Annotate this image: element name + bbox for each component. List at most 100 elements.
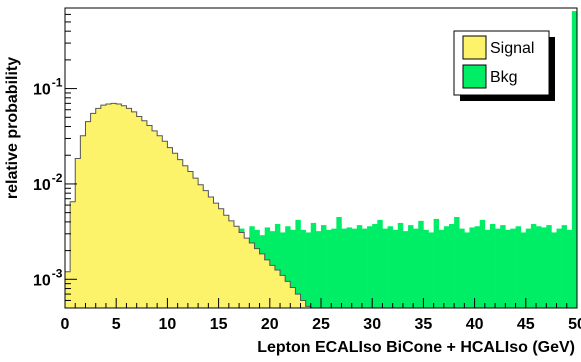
x-axis: 0 5 10 15 20 25 30 35 40 45 50 <box>61 298 581 333</box>
bkg-bin <box>500 225 506 308</box>
signal-bin <box>269 265 276 308</box>
signal-bin <box>167 147 173 308</box>
bkg-bin <box>546 225 552 308</box>
signal-bin <box>116 103 122 308</box>
signal-bin <box>193 178 199 308</box>
signal-bin <box>228 220 235 308</box>
bkg-bin <box>377 219 383 308</box>
signal-bin <box>254 248 260 308</box>
bkg-bin <box>520 232 527 308</box>
signal-bin <box>100 105 107 308</box>
bkg-bin <box>571 11 578 308</box>
legend: Signal Bkg <box>453 30 555 101</box>
bkg-bin <box>361 228 368 308</box>
signal-bin <box>208 196 214 308</box>
bkg-bin <box>356 225 363 308</box>
bkg-bin <box>418 220 424 308</box>
y-tick-exponent: -2 <box>52 171 63 185</box>
bkg-bin <box>541 227 547 308</box>
signal-bin <box>121 105 127 308</box>
bkg-bin <box>387 226 393 308</box>
bkg-bin <box>305 232 312 308</box>
bkg-bin <box>443 226 450 308</box>
bkg-bin <box>464 232 470 308</box>
bkg-bin <box>454 217 460 308</box>
bkg-bin <box>428 232 434 308</box>
bkg-bin <box>295 219 301 308</box>
bkg-bin <box>423 229 429 308</box>
signal-bin <box>300 300 306 308</box>
x-axis-title: Lepton ECALIso BiCone + HCALIso (GeV) <box>257 339 575 356</box>
signal-bin <box>131 111 137 308</box>
bkg-bin <box>438 229 445 308</box>
signal-bin <box>203 190 209 308</box>
signal-bin <box>95 108 102 308</box>
legend-label-bkg: Bkg <box>490 69 518 86</box>
bkg-bin <box>561 225 568 308</box>
bkg-bin <box>321 225 327 308</box>
bkg-bin <box>484 229 491 308</box>
y-tick-exponent: -1 <box>52 76 63 90</box>
signal-bin <box>105 103 112 308</box>
bkg-bin <box>274 224 281 308</box>
x-tick-label: 50 <box>568 316 581 333</box>
bkg-bin <box>341 228 347 308</box>
bkg-bin <box>285 226 291 308</box>
bkg-bin <box>392 229 399 308</box>
bkg-bin <box>336 217 342 308</box>
bkg-bin <box>408 225 414 308</box>
bkg-bin <box>367 226 373 308</box>
bkg-bin <box>413 228 419 308</box>
signal-bin <box>146 125 153 308</box>
bkg-bin <box>566 229 573 308</box>
signal-bin <box>213 203 219 308</box>
x-tick-label: 10 <box>159 316 177 333</box>
signal-bin <box>80 135 86 308</box>
signal-bin <box>295 294 301 308</box>
x-tick-label: 15 <box>210 316 228 333</box>
x-tick-label: 30 <box>363 316 381 333</box>
x-tick-label: 45 <box>517 316 535 333</box>
signal-bin <box>239 232 245 308</box>
signal-bin <box>305 306 312 308</box>
bkg-bin <box>310 222 317 308</box>
signal-bin <box>264 259 271 308</box>
signal-bin <box>244 238 250 308</box>
y-axis-title: relative probability <box>4 57 21 199</box>
x-tick-label: 40 <box>466 316 484 333</box>
signal-bin <box>152 130 158 308</box>
legend-swatch-signal <box>462 35 487 60</box>
legend-label-signal: Signal <box>490 40 534 57</box>
signal-series <box>65 102 321 309</box>
bkg-bin <box>280 232 286 308</box>
signal-bin <box>90 113 97 308</box>
signal-bin <box>285 281 291 308</box>
signal-bin <box>223 215 230 308</box>
signal-bin <box>70 201 76 308</box>
bkg-bin <box>515 226 521 308</box>
signal-bin <box>136 116 143 308</box>
bkg-bin <box>433 218 440 308</box>
signal-bin <box>274 270 281 308</box>
signal-bin <box>141 120 148 309</box>
signal-bin <box>172 153 178 308</box>
bkg-bin <box>382 228 388 308</box>
signal-bin <box>85 121 91 309</box>
signal-bin <box>280 275 286 308</box>
x-tick-label: 20 <box>261 316 279 333</box>
signal-bin <box>65 271 71 308</box>
bkg-bin <box>300 229 306 308</box>
signal-bin <box>198 184 204 308</box>
bkg-bin <box>315 231 322 308</box>
signal-bin <box>233 226 240 308</box>
x-tick-label: 35 <box>415 316 433 333</box>
bkg-bin <box>331 228 337 308</box>
bkg-bin <box>290 229 296 308</box>
bkg-bin <box>489 224 496 308</box>
signal-bin <box>75 158 81 308</box>
signal-bin <box>126 108 132 308</box>
signal-bin <box>111 103 117 308</box>
bkg-bin <box>525 228 532 308</box>
bkg-bin <box>479 219 486 308</box>
